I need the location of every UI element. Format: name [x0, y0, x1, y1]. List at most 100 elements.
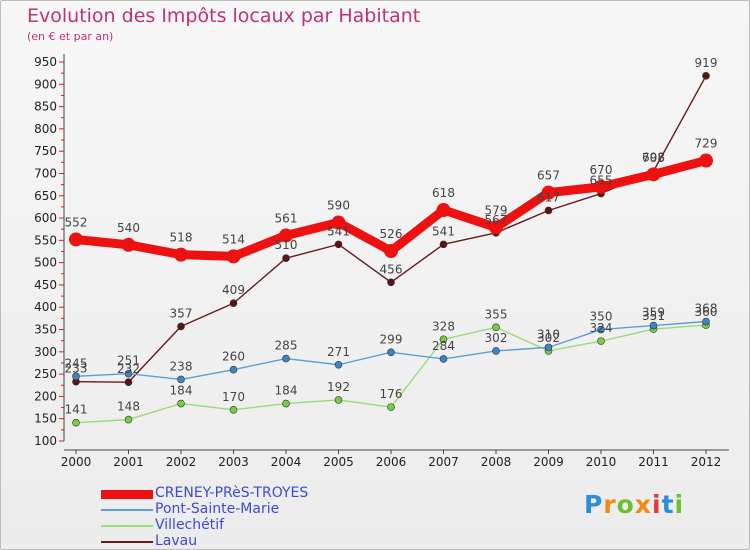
legend-item: Lavau — [101, 533, 401, 549]
logo-letter: i — [674, 490, 685, 519]
x-tick-label: 2009 — [533, 455, 564, 469]
y-tick-label: 300 — [34, 345, 57, 359]
y-tick-label: 100 — [34, 434, 57, 448]
data-point — [702, 72, 710, 80]
data-point — [492, 323, 500, 332]
data-label: 170 — [222, 390, 245, 404]
data-label: 655 — [590, 174, 613, 188]
data-label: 233 — [65, 362, 88, 376]
data-label: 561 — [275, 211, 298, 225]
data-label: 184 — [275, 384, 298, 398]
data-point — [492, 347, 500, 355]
data-label: 245 — [65, 356, 88, 370]
data-label: 552 — [65, 215, 88, 229]
x-tick-label: 2006 — [376, 455, 407, 469]
data-point — [594, 179, 608, 194]
data-label: 271 — [327, 345, 350, 359]
x-tick-label: 2002 — [166, 455, 197, 469]
y-tick-label: 600 — [34, 211, 57, 225]
x-tick-label: 2008 — [481, 455, 512, 469]
x-tick-label: 2000 — [61, 455, 92, 469]
data-point — [124, 369, 133, 378]
data-point — [279, 228, 293, 243]
data-label: 310 — [537, 327, 560, 341]
data-label: 360 — [695, 305, 718, 319]
data-labels: 233 232 357 409 510 541 456 541 567 617 655 705 919 1… — [65, 56, 718, 417]
axes: 100 150 200 250 300 350 400 450 500 550 600 650 700 7… — [34, 54, 729, 469]
data-point — [387, 348, 395, 357]
data-label: 238 — [170, 359, 193, 373]
data-point — [124, 415, 133, 424]
y-tick-label: 950 — [34, 55, 57, 69]
y-tick-label: 250 — [34, 367, 57, 381]
data-point — [334, 396, 343, 404]
data-label: 328 — [432, 319, 455, 333]
legend-item: CRENEY-PRèS-TROYES — [101, 485, 401, 501]
chart-title: Evolution des Impôts locaux par Habitant — [27, 5, 421, 27]
data-point — [646, 167, 661, 182]
y-tick-label: 900 — [34, 77, 57, 91]
data-label: 184 — [170, 384, 193, 398]
legend-item: Pont-Sainte-Marie — [101, 501, 401, 517]
logo-letter: r — [603, 490, 617, 519]
y-tick-label: 650 — [34, 189, 57, 203]
data-label: 141 — [65, 403, 88, 417]
data-label: 359 — [642, 306, 665, 320]
data-point — [121, 237, 136, 252]
data-point — [226, 249, 241, 264]
data-label: 302 — [485, 331, 508, 345]
data-label: 670 — [590, 163, 613, 177]
y-tick-label: 150 — [34, 412, 57, 426]
data-point — [436, 203, 451, 218]
data-point — [229, 299, 238, 308]
data-label: 541 — [432, 224, 455, 238]
data-point — [334, 240, 343, 249]
data-label: 579 — [485, 203, 508, 217]
legend-label: Lavau — [155, 533, 198, 549]
chart-subtitle: (en € et par an) — [27, 30, 114, 43]
data-point — [439, 240, 448, 249]
data-point — [282, 354, 290, 363]
data-point — [124, 378, 133, 386]
y-tick-label: 450 — [34, 278, 57, 292]
y-tick-label: 500 — [34, 256, 57, 270]
x-tick-label: 2010 — [586, 455, 617, 469]
logo-letter: x — [634, 490, 652, 519]
data-point — [387, 403, 395, 411]
data-label: 618 — [432, 186, 455, 200]
data-label: 260 — [222, 350, 245, 364]
data-label: 148 — [117, 400, 140, 414]
y-tick-label: 800 — [34, 122, 57, 136]
legend-swatch — [101, 509, 153, 511]
data-label: 192 — [327, 380, 350, 394]
data-point — [177, 322, 185, 331]
data-point — [699, 153, 713, 168]
data-point — [544, 343, 553, 352]
legend-label: Villechétif — [155, 517, 225, 533]
data-point — [597, 325, 605, 334]
y-tick-label: 750 — [34, 144, 57, 158]
y-tick-label: 550 — [34, 233, 57, 247]
y-tick-label: 850 — [34, 100, 57, 114]
legend-label: CRENEY-PRèS-TROYES — [155, 485, 309, 501]
data-label: 518 — [170, 231, 193, 245]
data-point — [387, 278, 395, 287]
data-label: 567 — [485, 213, 508, 227]
data-label: 357 — [170, 306, 193, 320]
data-label: 617 — [537, 190, 560, 204]
data-point — [702, 317, 710, 326]
data-point — [541, 185, 556, 200]
data-point — [489, 220, 503, 235]
y-tick-label: 700 — [34, 166, 57, 180]
legend-swatch — [101, 541, 153, 543]
x-tick-label: 2007 — [428, 455, 459, 469]
data-point — [331, 215, 346, 230]
proxiti-logo: Proxiti — [584, 490, 684, 519]
data-point — [384, 244, 398, 259]
data-label: 368 — [695, 302, 718, 316]
data-label: 526 — [380, 227, 403, 241]
data-label: 299 — [380, 332, 403, 346]
data-label: 510 — [275, 238, 298, 252]
data-label: 176 — [380, 387, 403, 401]
x-tick-label: 2005 — [323, 455, 354, 469]
